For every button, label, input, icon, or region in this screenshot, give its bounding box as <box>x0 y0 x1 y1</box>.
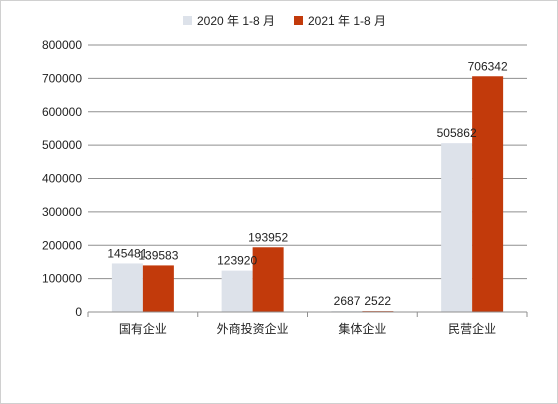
bar-2021-外商投资企业 <box>252 247 284 312</box>
legend-swatch <box>183 16 192 25</box>
y-tick-label: 0 <box>75 305 82 319</box>
legend-label: 2021 年 1-8 月 <box>308 14 386 28</box>
legend-swatch <box>294 16 303 25</box>
data-label: 706342 <box>468 59 508 73</box>
y-tick-label: 700000 <box>42 71 82 85</box>
legend-label: 2020 年 1-8 月 <box>197 14 275 28</box>
y-tick-label: 500000 <box>42 138 82 152</box>
y-tick-label: 400000 <box>42 172 82 186</box>
data-label: 193952 <box>248 230 288 244</box>
x-category-label: 民营企业 <box>448 321 496 336</box>
bar-2020-国有企业 <box>111 263 143 312</box>
bar-2020-外商投资企业 <box>221 270 253 312</box>
data-label: 145481 <box>107 246 147 260</box>
y-tick-label: 200000 <box>42 238 82 252</box>
y-axis-tick-labels: 0 100000 200000 300000 400000 500000 600000 700… <box>42 38 82 319</box>
y-tick-label: 600000 <box>42 105 82 119</box>
y-tick-label: 100000 <box>42 272 82 286</box>
bar-2021-国有企业 <box>142 265 174 312</box>
y-tick-label: 300000 <box>42 205 82 219</box>
data-label: 123920 <box>217 254 257 268</box>
data-label: 2522 <box>364 294 391 308</box>
data-label: 139583 <box>138 248 178 262</box>
data-labels: 145481 123920 2687 505862 139583 193952 2522 70… <box>107 59 508 308</box>
bars <box>111 76 504 312</box>
x-category-label: 集体企业 <box>338 321 386 336</box>
data-label: 505862 <box>437 126 477 140</box>
legend: 2020 年 1-8 月 2021 年 1-8 月 <box>183 14 386 28</box>
y-tick-label: 800000 <box>42 38 82 52</box>
bar-2020-民营企业 <box>441 143 473 312</box>
x-category-label: 国有企业 <box>119 321 167 336</box>
x-axis: 国有企业 外商投资企业 集体企业 民营企业 <box>87 311 528 336</box>
data-label: 2687 <box>334 294 361 308</box>
x-category-label: 外商投资企业 <box>217 321 289 336</box>
bar-2021-民营企业 <box>472 76 504 312</box>
